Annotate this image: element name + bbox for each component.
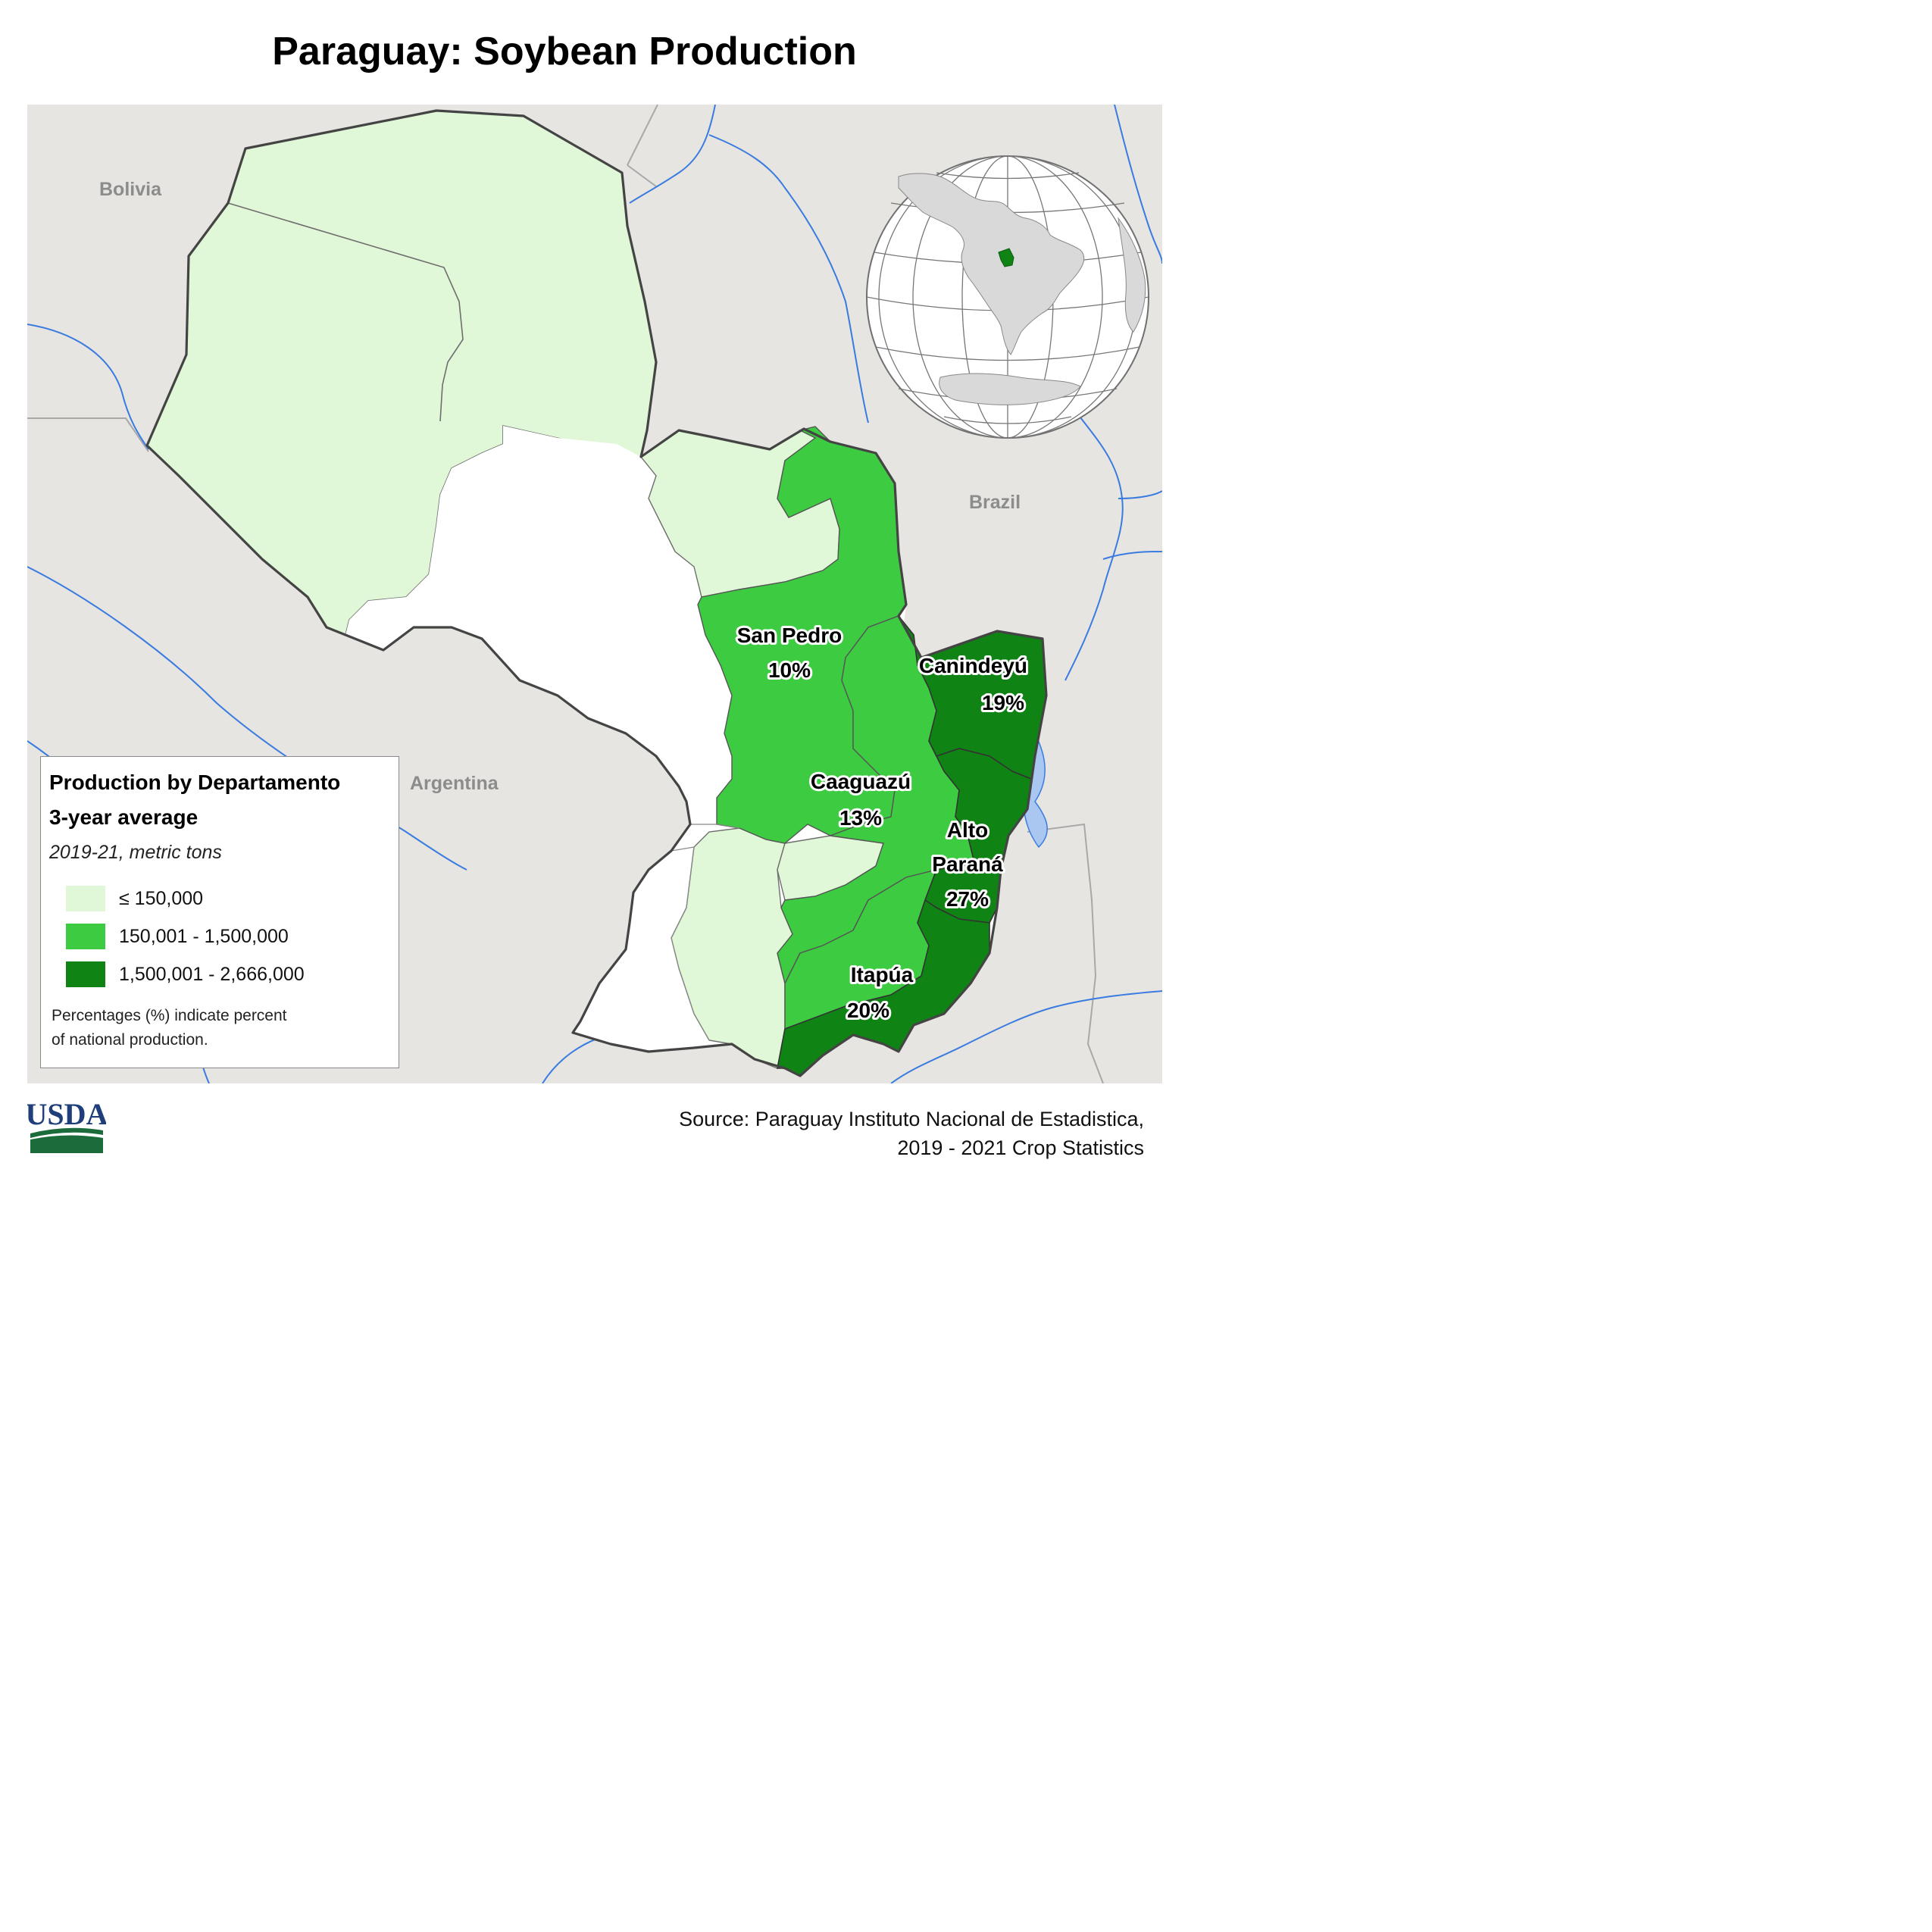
source-line2: 2019 - 2021 Crop Statistics [897, 1136, 1144, 1159]
light-departments-east [639, 428, 884, 1069]
label-bolivia: Bolivia [99, 179, 162, 200]
river-north-1 [629, 105, 716, 204]
globe-inset [866, 155, 1149, 439]
label-san-pedro-name: San Pedro [737, 624, 842, 647]
river-brazil-1 [1064, 407, 1124, 681]
river-uruguay [890, 990, 1162, 1083]
boundary-neembucu [671, 846, 710, 1041]
label-itapua-name: Itapúa [851, 963, 914, 986]
legend-title-line2: 3-year average [49, 805, 199, 829]
page-title: Paraguay: Soybean Production [272, 30, 857, 73]
map-frame: Bolivia Brazil Argentina San Pedro 10% C… [27, 105, 1162, 1083]
river-brazil-3 [1102, 551, 1162, 560]
legend-item-mid: 150,001 - 1,500,000 [66, 924, 289, 949]
usda-logo-stripe1 [30, 1127, 103, 1138]
label-san-pedro-percent: 10% [768, 658, 811, 682]
river-bermejo [27, 566, 467, 871]
legend-note-line2: of national production. [52, 1031, 208, 1049]
legend-item-low: ≤ 150,000 [66, 886, 203, 911]
label-caaguazu-percent: 13% [839, 806, 882, 830]
globe-paraguay-highlight [998, 248, 1014, 267]
label-argentina: Argentina [410, 773, 499, 794]
usda-logo: USDA [27, 1097, 106, 1153]
source-line1: Source: Paraguay Instituto Nacional de E… [679, 1108, 1144, 1130]
source-credit: Source: Paraguay Instituto Nacional de E… [679, 1105, 1144, 1162]
boundary-central [690, 824, 740, 829]
river-northeast [1114, 105, 1162, 264]
usda-logo-field [30, 1135, 103, 1153]
legend-note: Percentages (%) indicate percent of nati… [52, 1004, 287, 1052]
paraguay-outline [145, 109, 1048, 1077]
department-boundary-boqueron [227, 202, 464, 422]
paraguay-map: Bolivia Brazil Argentina San Pedro 10% C… [27, 105, 1162, 1083]
usda-logo-text: USDA [27, 1097, 106, 1131]
high-departments [777, 615, 1047, 1077]
legend-label-high: 1,500,001 - 2,666,000 [119, 963, 305, 985]
southwest-boundaries [671, 824, 740, 1041]
label-alto-parana-name: Alto [947, 818, 988, 842]
legend-item-high: 1,500,001 - 2,666,000 [66, 961, 305, 987]
legend-title-line1: Production by Departamento [49, 771, 341, 794]
legend-note-line1: Percentages (%) indicate percent [52, 1007, 287, 1024]
label-canindeyu-percent: 19% [982, 691, 1024, 714]
bolivia-brazil-border [627, 105, 658, 187]
label-itapua-percent: 20% [847, 999, 889, 1022]
river-north-2 [708, 134, 869, 424]
label-brazil: Brazil [969, 492, 1021, 513]
globe-south-america [898, 173, 1085, 355]
globe-antarctica [939, 373, 1081, 405]
river-brazil-2 [1118, 490, 1162, 499]
label-alto-parana-percent: 27% [946, 887, 989, 911]
legend-subtitle: 2019-21, metric tons [49, 842, 222, 863]
river-pilcomayo-upper [27, 324, 149, 450]
globe-africa [1118, 217, 1146, 333]
neighbor-borders [27, 105, 1104, 1083]
legend-swatch-high [66, 961, 105, 987]
legend-label-low: ≤ 150,000 [119, 887, 204, 909]
legend-swatch-low [66, 886, 105, 911]
label-canindeyu-name: Canindeyú [919, 654, 1027, 677]
label-caaguazu-name: Caaguazú [811, 770, 911, 793]
globe-land [898, 173, 1146, 405]
argentina-brazil-border [1027, 823, 1104, 1083]
legend-swatch-mid [66, 924, 105, 949]
label-alto-parana-name2: Paraná [932, 852, 1003, 876]
legend-label-mid: 150,001 - 1,500,000 [119, 925, 289, 947]
bolivia-argentina-border [27, 417, 149, 452]
map-legend: Production by Departamento 3-year averag… [40, 756, 399, 1068]
